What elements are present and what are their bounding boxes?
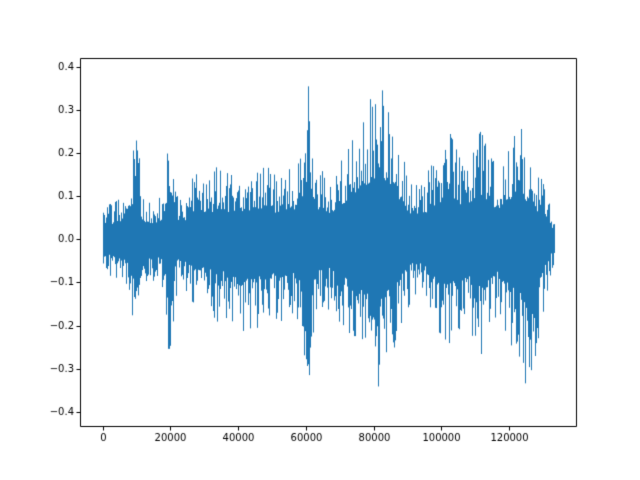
matplotlib-figure: audio waveform 0 20000 40000 60000 80000…: [0, 0, 640, 480]
waveform-plot-canvas: [0, 0, 640, 480]
